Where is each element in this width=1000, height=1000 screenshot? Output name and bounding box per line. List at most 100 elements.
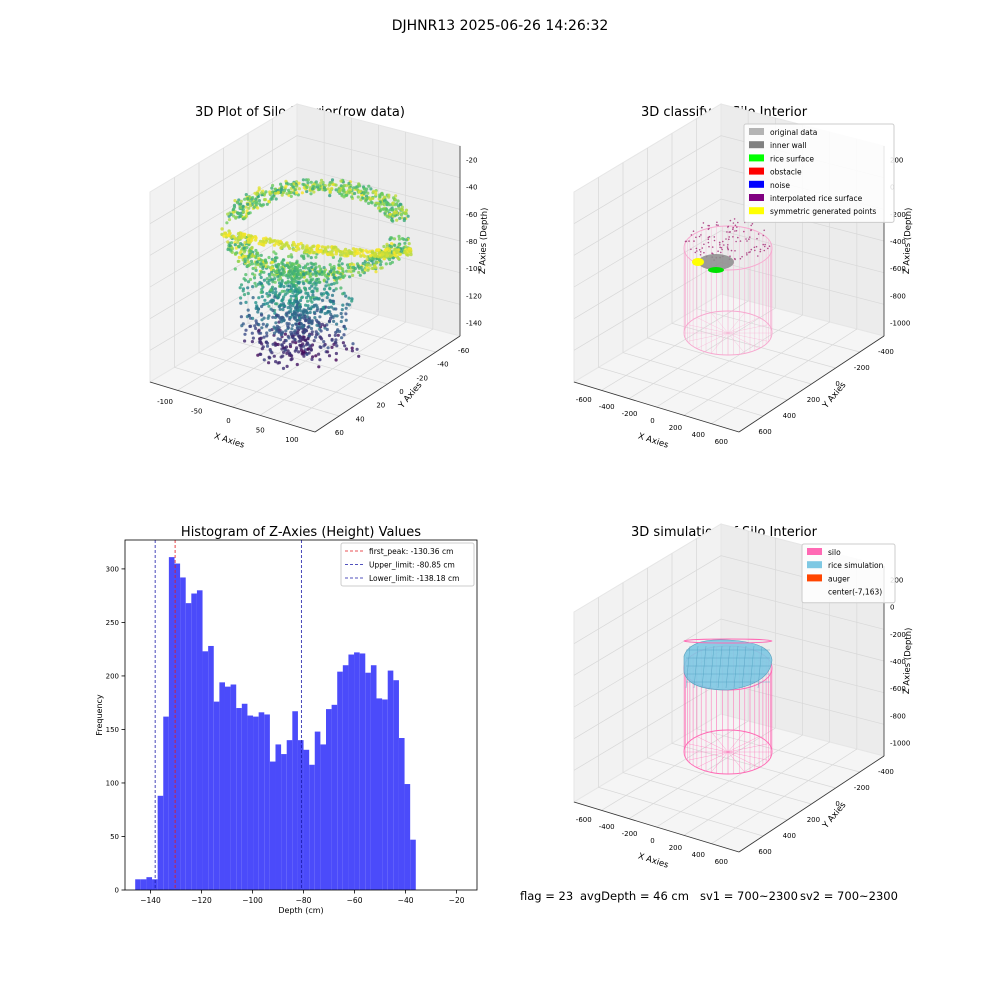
data-point	[340, 336, 344, 340]
data-point	[309, 298, 313, 302]
data-point	[279, 182, 283, 186]
data-point	[385, 247, 389, 251]
y-tick-label: -200	[854, 784, 870, 792]
data-point	[281, 258, 285, 262]
y-tick-label: 20	[376, 402, 385, 410]
data-point	[260, 295, 264, 299]
data-point	[396, 199, 400, 203]
data-point	[270, 285, 275, 289]
data-point	[306, 299, 310, 303]
z-tick-label: 200	[890, 157, 903, 165]
data-point	[374, 270, 378, 274]
surface-point	[734, 257, 736, 260]
data-point	[370, 250, 374, 254]
data-point	[328, 287, 332, 291]
x-tick-label: 400	[692, 851, 705, 859]
data-point	[289, 307, 293, 311]
data-point	[266, 294, 270, 298]
classify-legend-swatch	[749, 194, 764, 201]
data-point	[315, 183, 320, 187]
classify-legend-label: symmetric generated points	[770, 207, 876, 216]
y-tick-label: -60	[458, 347, 469, 355]
data-point	[363, 187, 367, 191]
y-tick-label: 0	[835, 800, 839, 808]
mesh-line	[685, 645, 691, 689]
data-point	[358, 273, 362, 277]
data-point	[388, 262, 392, 266]
data-point	[246, 260, 251, 264]
data-point	[239, 250, 243, 254]
data-point	[320, 298, 325, 302]
data-point	[287, 254, 291, 259]
histogram-bar	[309, 764, 315, 890]
data-point	[382, 195, 386, 199]
data-point	[305, 315, 309, 319]
data-point	[256, 307, 261, 311]
data-point	[397, 243, 401, 247]
data-point	[281, 366, 286, 370]
data-point	[226, 247, 230, 252]
mesh-line	[757, 645, 763, 689]
data-point	[378, 195, 382, 199]
surface-point	[726, 231, 728, 233]
data-point	[343, 344, 347, 348]
data-point	[308, 275, 312, 279]
data-point	[321, 305, 325, 310]
z-tick-label: -200	[890, 211, 906, 219]
data-point	[327, 283, 331, 287]
x-tick-label: −120	[191, 896, 212, 905]
z-tick-label: -1000	[890, 319, 910, 327]
data-point	[254, 248, 258, 253]
data-point	[297, 313, 301, 317]
data-point	[291, 340, 295, 344]
x-axis-label: X Axies	[213, 431, 246, 450]
data-point	[310, 248, 314, 252]
data-point	[244, 328, 248, 332]
surface-point	[757, 255, 759, 257]
x-tick-label: −100	[242, 896, 263, 905]
data-point	[308, 188, 312, 192]
data-point	[282, 244, 286, 248]
data-point	[393, 214, 397, 218]
data-point	[329, 312, 333, 316]
data-point	[273, 287, 277, 291]
data-point	[301, 330, 305, 334]
x-tick-label: −20	[449, 896, 465, 905]
data-point	[296, 308, 300, 312]
data-point	[332, 319, 336, 323]
data-point	[312, 263, 316, 267]
data-point	[249, 259, 254, 263]
surface-point	[759, 248, 762, 251]
data-point	[296, 272, 300, 277]
surface-point	[768, 245, 771, 247]
x-tick-label: 200	[669, 844, 682, 852]
data-point	[329, 300, 333, 304]
surface-point	[735, 230, 738, 232]
data-point	[293, 311, 297, 315]
data-point	[259, 262, 263, 266]
mesh-line	[717, 645, 723, 689]
data-point	[253, 324, 257, 328]
data-point	[319, 181, 323, 185]
data-point	[276, 296, 280, 300]
data-point	[268, 190, 272, 194]
data-point	[302, 254, 306, 258]
histogram-bar	[219, 682, 225, 890]
x-tick-label: 0	[226, 417, 230, 425]
mesh-line	[709, 645, 715, 689]
data-point	[265, 280, 270, 284]
data-point	[241, 322, 245, 326]
y-axis-line	[738, 755, 885, 853]
surface-point	[708, 245, 710, 248]
data-point	[344, 312, 348, 316]
data-point	[307, 320, 311, 324]
data-point	[291, 323, 295, 327]
histogram-bar	[168, 557, 175, 890]
data-point	[259, 331, 263, 335]
data-point	[331, 255, 335, 259]
data-point	[246, 202, 250, 206]
data-point	[260, 342, 264, 346]
surface-point	[729, 255, 731, 257]
data-point	[265, 301, 270, 305]
data-point	[299, 346, 303, 350]
